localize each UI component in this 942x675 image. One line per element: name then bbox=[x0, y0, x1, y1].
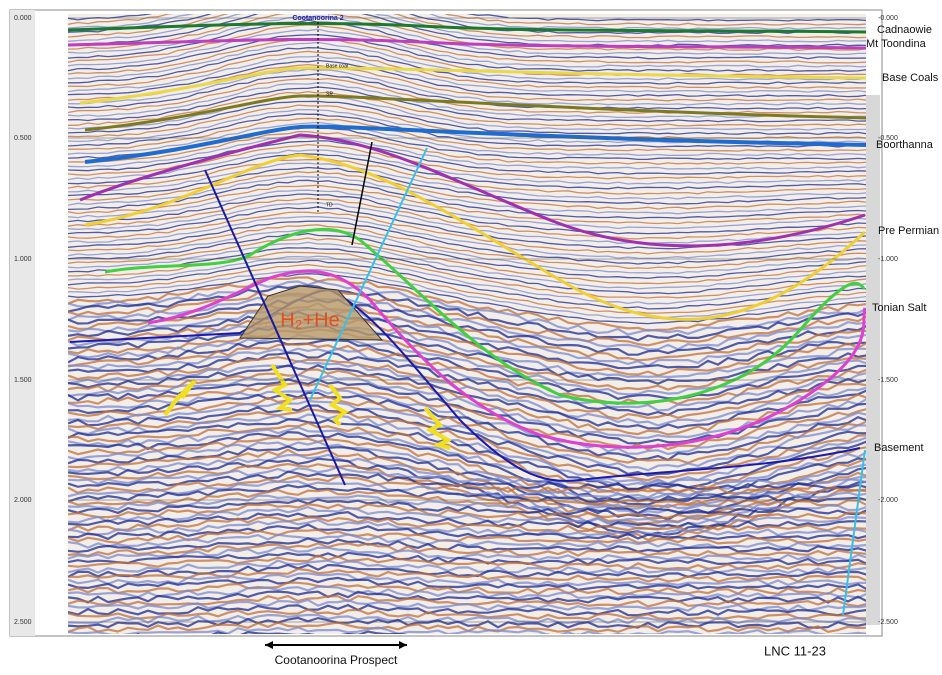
well-name: Cootanoorina 2 bbox=[292, 15, 343, 22]
reflector bbox=[68, 640, 868, 649]
scrollbar bbox=[866, 95, 880, 625]
seismic-section bbox=[68, 0, 868, 649]
axis-label: -2.500 bbox=[878, 619, 898, 626]
figure: H₂+He Cootanoorina 2 Base coal SR TD 0.0… bbox=[0, 0, 942, 670]
horizon-label: Boorthanna bbox=[876, 139, 934, 151]
left-strip bbox=[10, 10, 35, 636]
reflector bbox=[68, 636, 868, 644]
horizon-label: Mt Toondina bbox=[866, 38, 927, 50]
horizon-label: Base Coals bbox=[882, 72, 939, 84]
prospect-label: H₂+He bbox=[280, 309, 339, 331]
horizon-label: Cadnaowie bbox=[877, 24, 932, 36]
axis-label: 2.000 bbox=[14, 497, 32, 504]
axis-label: 1.000 bbox=[14, 256, 32, 263]
well-marker: TD bbox=[326, 202, 333, 208]
prospect-caption: Cootanoorina Prospect bbox=[275, 653, 398, 667]
line-caption: LNC 11-23 bbox=[764, 643, 826, 658]
axis-label: -0.000 bbox=[878, 15, 898, 22]
horizon-label: Pre Permian bbox=[878, 225, 939, 237]
well-marker: SR bbox=[326, 91, 333, 97]
horizon-label: Tonian Salt bbox=[872, 302, 926, 314]
axis-label: 0.000 bbox=[14, 15, 32, 22]
axis-label: -2.000 bbox=[878, 497, 898, 504]
axis-label: -1.000 bbox=[878, 256, 898, 263]
horizon-label: Basement bbox=[874, 442, 924, 454]
well-marker: Base coal bbox=[326, 63, 348, 69]
axis-label: 0.500 bbox=[14, 135, 32, 142]
axis-label: 1.500 bbox=[14, 377, 32, 384]
axis-label: -1.500 bbox=[878, 377, 898, 384]
axis-label: 2.500 bbox=[14, 619, 32, 626]
